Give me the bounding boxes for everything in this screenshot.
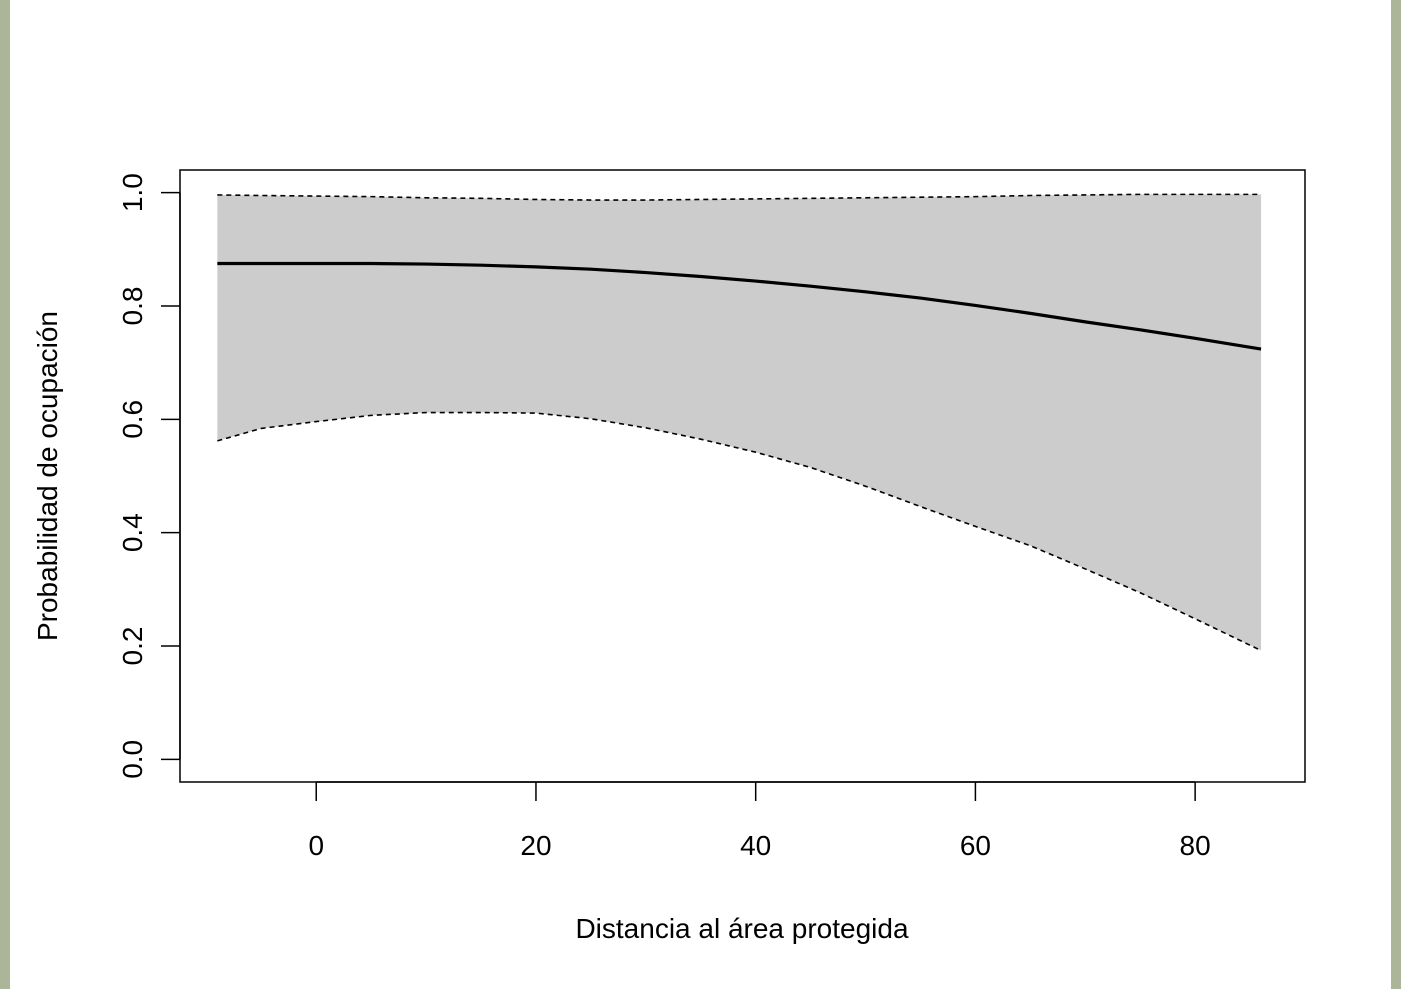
y-tick-label: 0.2	[117, 627, 148, 666]
x-tick-label: 60	[960, 830, 991, 861]
y-tick-label: 0.4	[117, 513, 148, 552]
series-layer	[217, 193, 1262, 652]
x-axis: 0 20 40 60 80	[308, 781, 1211, 861]
upper-bound-line	[217, 193, 1262, 201]
y-axis-title: Probabilidad de ocupación	[32, 311, 63, 641]
y-axis: 0.0 0.2 0.4 0.6 0.8 1.0	[117, 173, 181, 779]
fit-line	[217, 261, 1262, 351]
x-tick-label: 40	[740, 830, 771, 861]
plot-frame: 0 20 40 60 80 0.0 0.2 0.4 0.6 0.8 1.0 Distancia a…	[10, 0, 1391, 989]
y-tick-label: 0.6	[117, 400, 148, 439]
x-tick-label: 80	[1180, 830, 1211, 861]
x-tick-label: 20	[520, 830, 551, 861]
y-tick-label: 0.8	[117, 287, 148, 326]
y-tick-label: 0.0	[117, 740, 148, 779]
x-tick-label: 0	[308, 830, 324, 861]
chart-svg: 0 20 40 60 80 0.0 0.2 0.4 0.6 0.8 1.0 Distancia a…	[32, 169, 1306, 944]
lower-bound-line	[217, 411, 1262, 652]
x-axis-title: Distancia al área protegida	[575, 913, 909, 944]
y-tick-label: 1.0	[117, 173, 148, 212]
